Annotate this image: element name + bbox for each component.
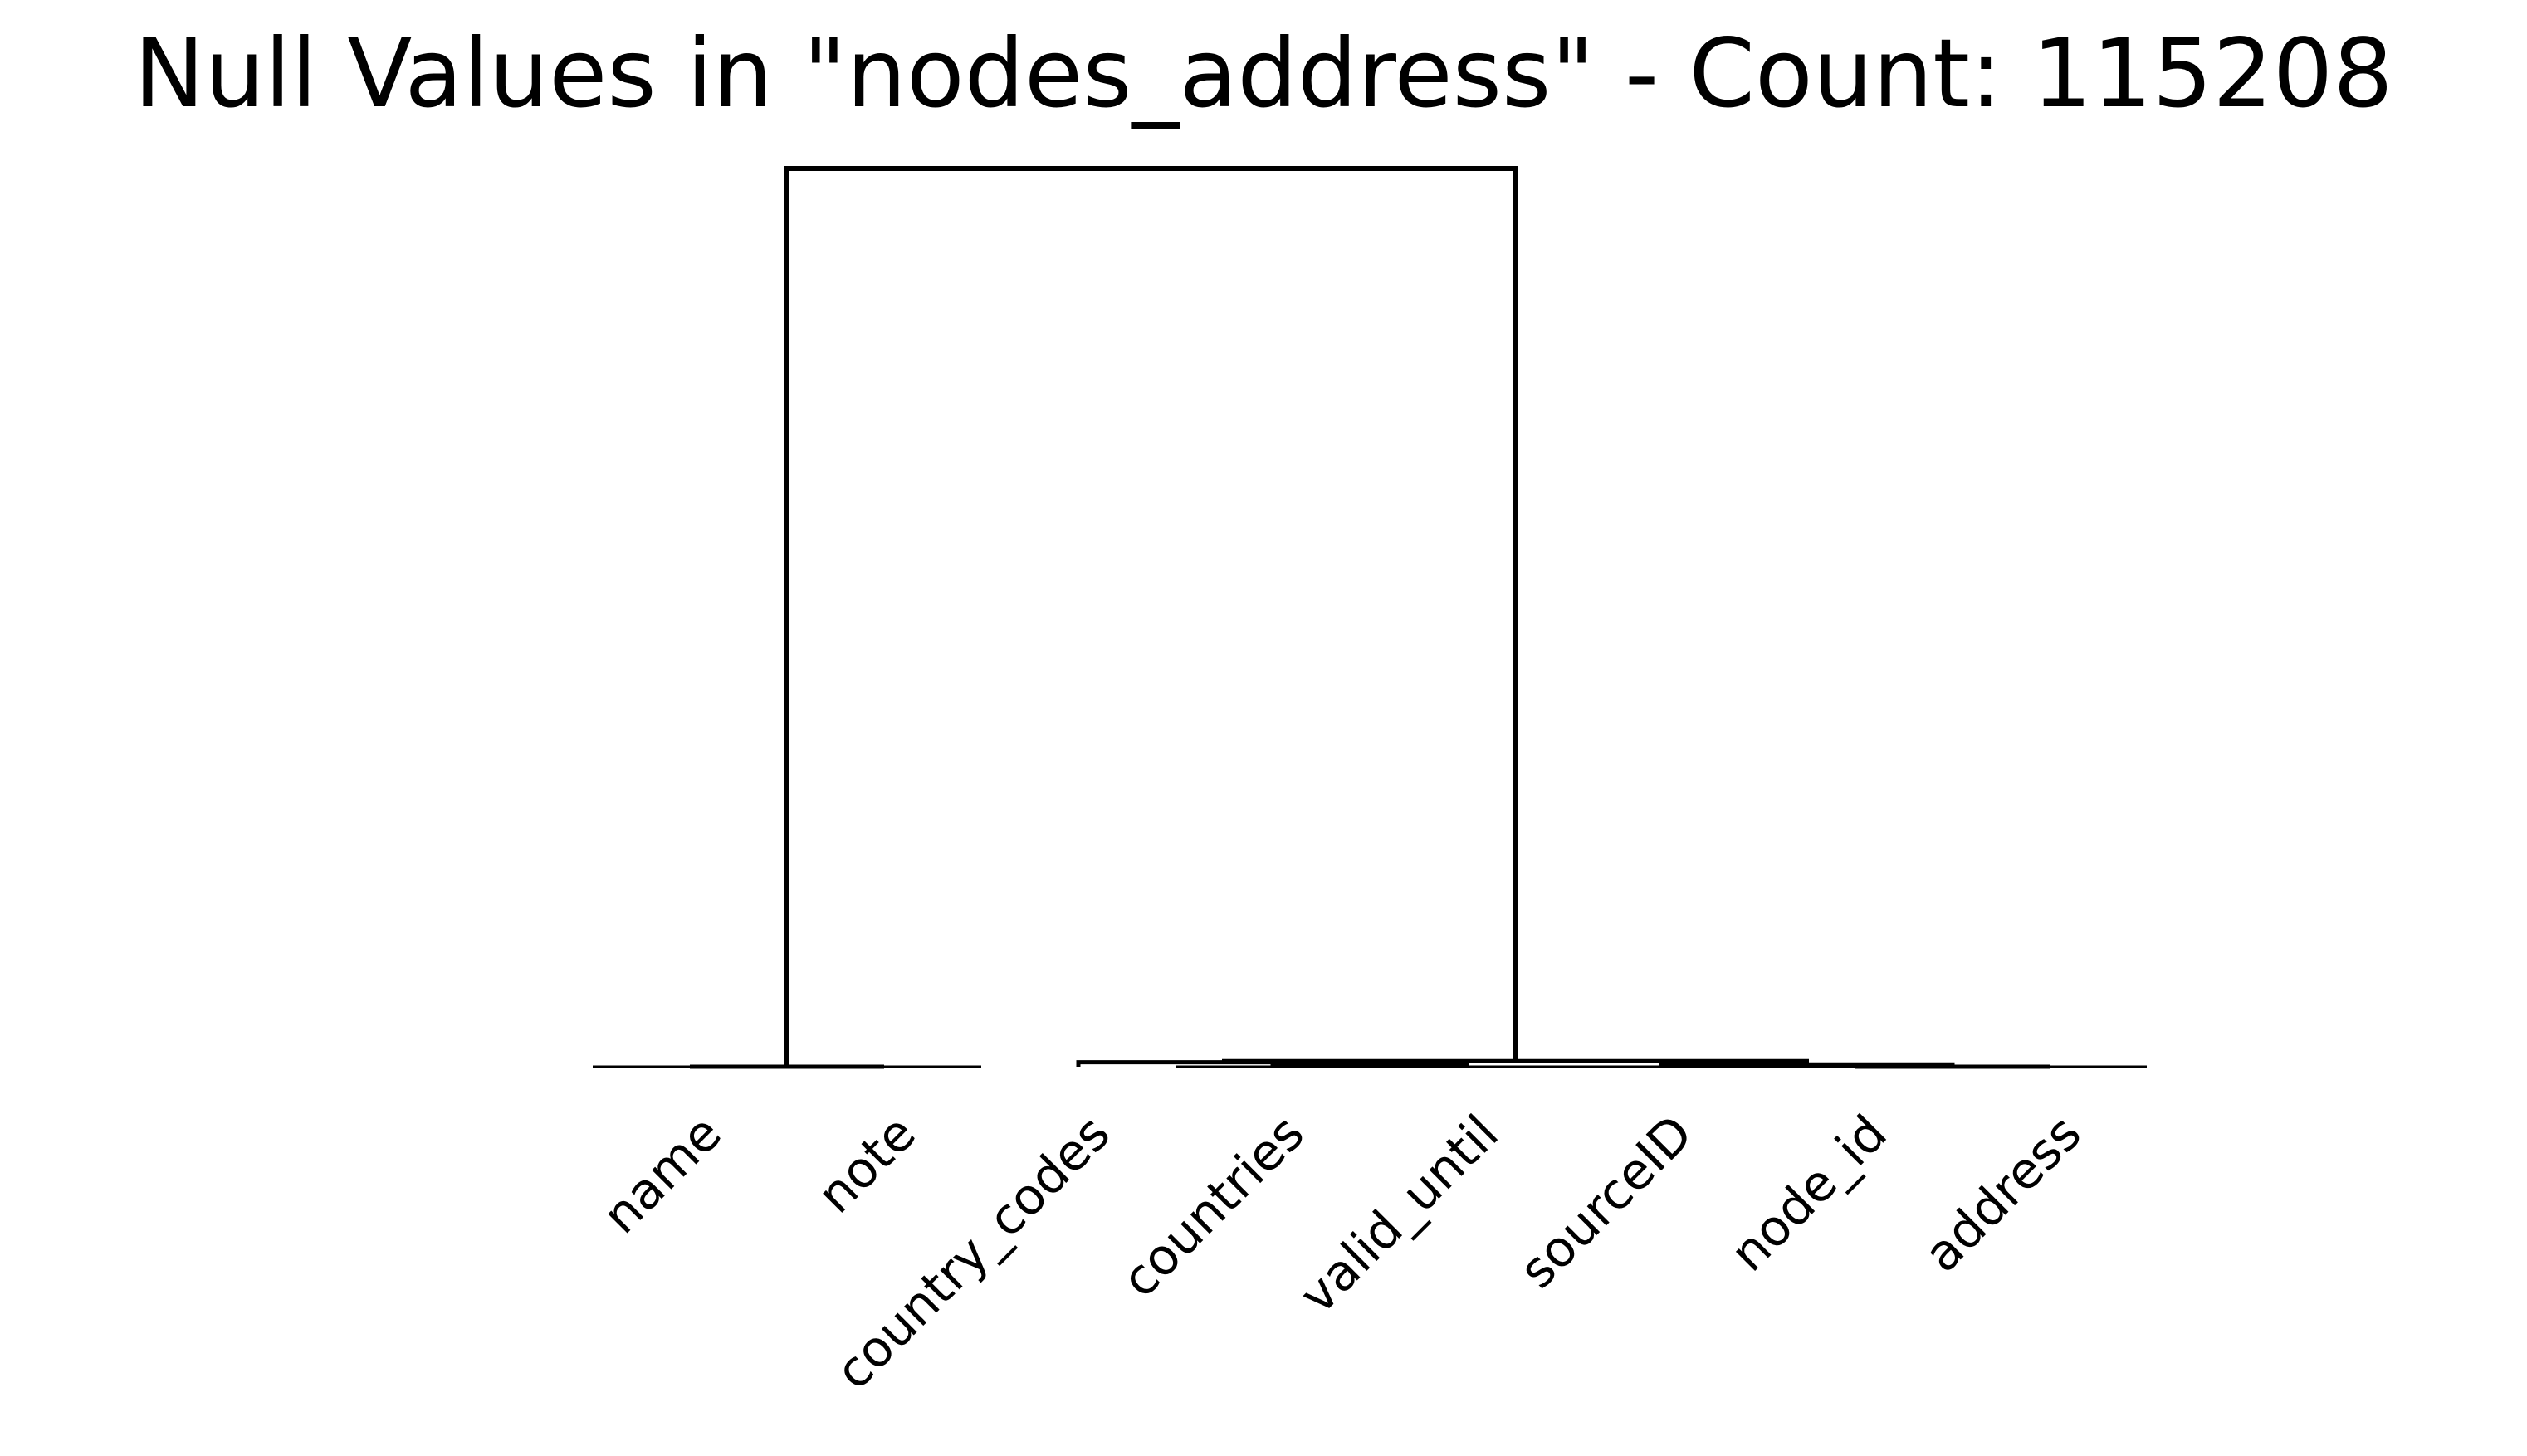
dendrogram-link-6 <box>784 166 1518 1067</box>
leaf-label-address: address <box>1914 1104 2093 1283</box>
dendrogram-links <box>593 166 2147 1069</box>
leaf-label-countries: countries <box>1111 1104 1316 1309</box>
leaf-label-node_id: node_id <box>1719 1104 1898 1283</box>
leaf-label-valid_until: valid_until <box>1288 1104 1509 1325</box>
leaf-labels: name notecountry_codescountriesvalid_unti… <box>592 1104 2093 1400</box>
leaf-label-name: name <box>592 1104 733 1245</box>
chart-title: Null Values in "nodes_address" - Count: … <box>134 18 2393 129</box>
leaf-label-note: note <box>807 1104 927 1224</box>
leaf-label-sourceID: sourceID <box>1508 1104 1704 1300</box>
dendrogram-link-4 <box>1222 1058 1809 1065</box>
